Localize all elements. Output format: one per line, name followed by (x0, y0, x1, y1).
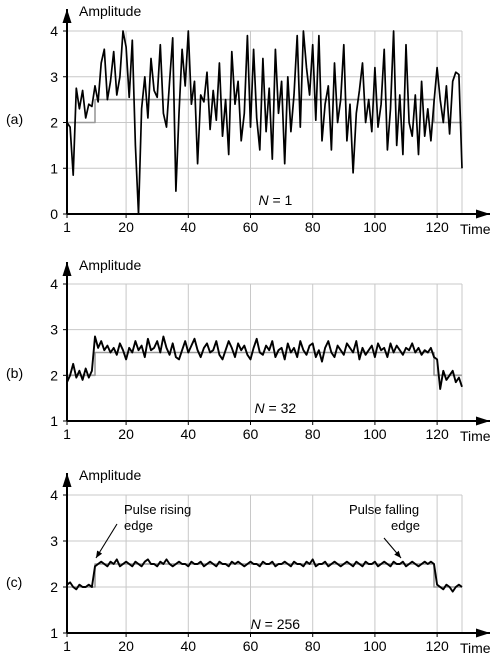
rising-edge-arrow (95, 523, 118, 559)
y-tick-label: 1 (50, 413, 58, 429)
x-tick-label: 80 (305, 426, 321, 442)
x-tick-label: 80 (305, 219, 321, 235)
y-axis-label: Amplitude (79, 257, 141, 273)
x-tick-label: 120 (425, 219, 449, 235)
y-tick-label: 3 (50, 69, 58, 85)
x-axis-label: Time (460, 221, 491, 237)
sample-count-annotation: N = 32 (255, 400, 297, 416)
y-tick-label: 1 (50, 625, 58, 641)
y-tick-label: 0 (50, 206, 58, 222)
y-axis-label: Amplitude (79, 3, 141, 19)
x-tick-label: 40 (181, 426, 197, 442)
panel-label: (b) (6, 365, 23, 381)
x-tick-label: 1 (63, 426, 71, 442)
x-axis-label: Time (460, 640, 491, 656)
falling-edge-callout: Pulse falling edge (349, 502, 420, 533)
y-tick-label: 3 (50, 533, 58, 549)
sample-count-annotation: N = 1 (258, 192, 292, 208)
signal-line (66, 30, 463, 215)
panel-label: (a) (6, 111, 23, 127)
y-tick-label: 4 (50, 23, 58, 39)
y-tick-label: 4 (50, 276, 58, 292)
x-tick-label: 60 (243, 638, 259, 654)
rising-edge-callout: Pulse rising edge (124, 502, 191, 533)
x-tick-label: 100 (363, 426, 387, 442)
falling-edge-arrow (383, 537, 402, 559)
x-axis-label: Time (460, 428, 491, 444)
y-axis-label: Amplitude (79, 467, 141, 483)
y-tick-label: 2 (50, 115, 58, 131)
x-tick-label: 100 (363, 638, 387, 654)
y-tick-label: 2 (50, 367, 58, 383)
x-tick-label: 1 (63, 219, 71, 235)
x-tick-label: 1 (63, 638, 71, 654)
x-tick-label: 40 (181, 638, 197, 654)
y-tick-label: 2 (50, 579, 58, 595)
x-tick-label: 120 (425, 426, 449, 442)
panel-label: (c) (6, 574, 22, 590)
signal-line (66, 335, 463, 390)
x-tick-label: 60 (243, 219, 259, 235)
x-tick-label: 100 (363, 219, 387, 235)
x-tick-label: 80 (305, 638, 321, 654)
y-tick-label: 4 (50, 487, 58, 503)
x-tick-label: 40 (181, 219, 197, 235)
x-tick-label: 20 (118, 219, 134, 235)
y-tick-label: 1 (50, 160, 58, 176)
y-tick-label: 3 (50, 322, 58, 338)
signal-line (66, 558, 463, 593)
x-tick-label: 120 (425, 638, 449, 654)
sample-count-annotation: N = 256 (251, 616, 301, 632)
x-tick-label: 20 (118, 426, 134, 442)
x-tick-label: 60 (243, 426, 259, 442)
x-tick-label: 20 (118, 638, 134, 654)
